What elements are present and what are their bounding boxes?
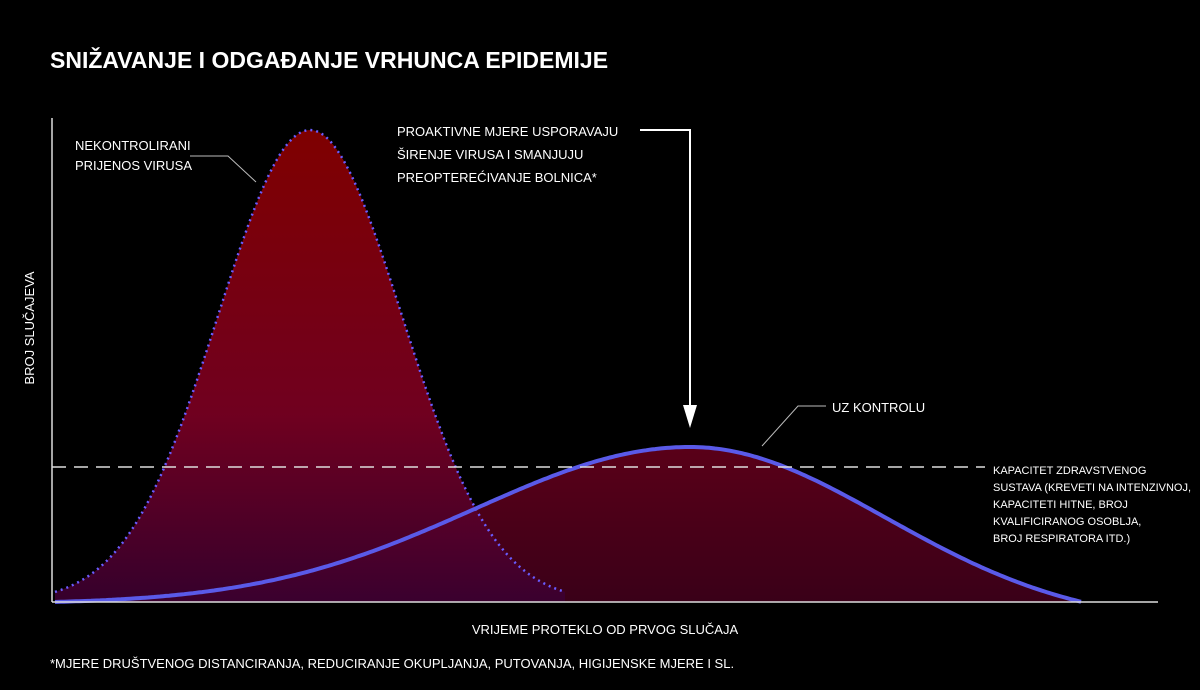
x-axis-label: VRIJEME PROTEKLO OD PRVOG SLUČAJA bbox=[472, 622, 739, 637]
y-axis-label: BROJ SLUČAJEVA bbox=[22, 271, 37, 385]
controlled-curve bbox=[54, 445, 1082, 604]
footnote: *MJERE DRUŠTVENOG DISTANCIRANJA, REDUCIR… bbox=[50, 656, 734, 671]
annotation-line: BROJ RESPIRATORA ITD.) bbox=[993, 533, 1130, 545]
annotation-line: NEKONTROLIRANI bbox=[75, 138, 191, 153]
arrow bbox=[640, 129, 691, 412]
annotation-line: UZ KONTROLU bbox=[832, 400, 925, 415]
annotation-line: KVALIFICIRANOG OSOBLJA, bbox=[993, 516, 1141, 528]
leader-line bbox=[190, 155, 257, 183]
annotation-line: PREOPTEREĆIVANJE BOLNICA* bbox=[397, 170, 597, 185]
title: SNIŽAVANJE I ODGAĐANJE VRHUNCA EPIDEMIJE bbox=[50, 46, 608, 73]
annotation-line: ŠIRENJE VIRUSA I SMANJUJU bbox=[397, 147, 583, 162]
annotation-line: KAPACITET ZDRAVSTVENOG bbox=[993, 465, 1146, 477]
annotation-line: PRIJENOS VIRUSA bbox=[75, 158, 192, 173]
annotation-line: SUSTAVA (KREVETI NA INTENZIVNOJ, bbox=[993, 482, 1191, 494]
uncontrolled-area bbox=[55, 130, 565, 602]
arrow-head bbox=[683, 405, 697, 428]
leader-line bbox=[761, 405, 826, 447]
annotation-line: KAPACITETI HITNE, BROJ bbox=[993, 499, 1128, 511]
annotation-line: PROAKTIVNE MJERE USPORAVAJU bbox=[397, 124, 618, 139]
